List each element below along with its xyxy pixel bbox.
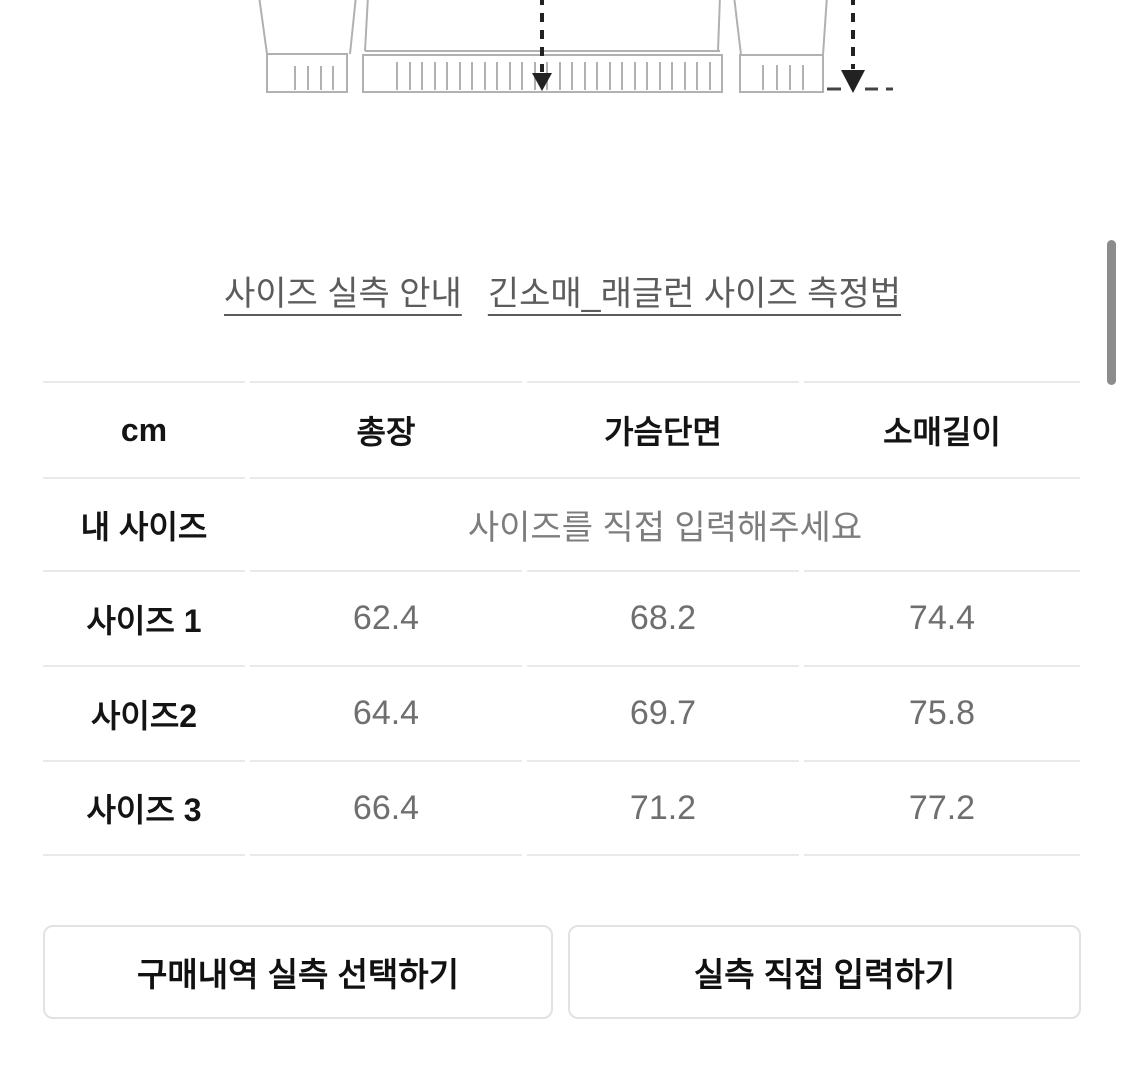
select-purchase-history-measure-button[interactable]: 구매내역 실측 선택하기 (43, 925, 553, 1019)
link-raglan-how-to-measure[interactable]: 긴소매_래글런 사이즈 측정법 (487, 275, 902, 313)
right-cuff (739, 54, 824, 93)
size3-total-length: 66.4 (250, 760, 522, 856)
left-sleeve-outer-line (258, 0, 268, 55)
measure-guide-links: 사이즈 실측 안내 긴소매_래글런 사이즈 측정법 (0, 266, 1125, 315)
enter-measurements-directly-button[interactable]: 실측 직접 입력하기 (568, 925, 1081, 1019)
right-sleeve-inner-line (733, 0, 742, 56)
my-size-input-cell[interactable]: 사이즈를 직접 입력해주세요 (250, 477, 1080, 570)
size3-row-label: 사이즈 3 (43, 760, 245, 856)
link-size-measure-guide[interactable]: 사이즈 실측 안내 (223, 275, 462, 313)
my-size-row-label: 내 사이즈 (43, 477, 245, 570)
action-button-row: 구매내역 실측 선택하기 실측 직접 입력하기 (43, 925, 1081, 1019)
size2-total-length: 64.4 (250, 665, 522, 760)
hem-ribs (396, 62, 711, 90)
size2-chest-width: 69.7 (527, 665, 799, 760)
size-table: cm 총장 가슴단면 소매길이 내 사이즈 사이즈를 직접 입력해주세요 사이즈… (43, 381, 1080, 856)
table-header-unit: cm (43, 381, 245, 477)
left-cuff (266, 53, 348, 93)
size3-sleeve-length: 77.2 (804, 760, 1080, 856)
size1-chest-width: 68.2 (527, 570, 799, 665)
table-header-chest-width: 가슴단면 (527, 381, 799, 477)
size3-chest-width: 71.2 (527, 760, 799, 856)
size2-sleeve-length: 75.8 (804, 665, 1080, 760)
size1-total-length: 62.4 (250, 570, 522, 665)
sleeve-length-arrow-icon (827, 0, 893, 93)
size2-row-label: 사이즈2 (43, 665, 245, 760)
size1-row-label: 사이즈 1 (43, 570, 245, 665)
table-header-sleeve-length: 소매길이 (804, 381, 1080, 477)
total-length-arrow-icon (532, 0, 552, 91)
right-sleeve-outer-line (822, 0, 828, 56)
size1-sleeve-length: 74.4 (804, 570, 1080, 665)
garment-measurement-diagram (258, 0, 893, 93)
left-sleeve-inner-line (349, 0, 357, 55)
table-header-total-length: 총장 (250, 381, 522, 477)
body-right-line (717, 0, 721, 52)
scrollbar-thumb[interactable] (1107, 240, 1116, 385)
body-left-line (364, 0, 369, 52)
